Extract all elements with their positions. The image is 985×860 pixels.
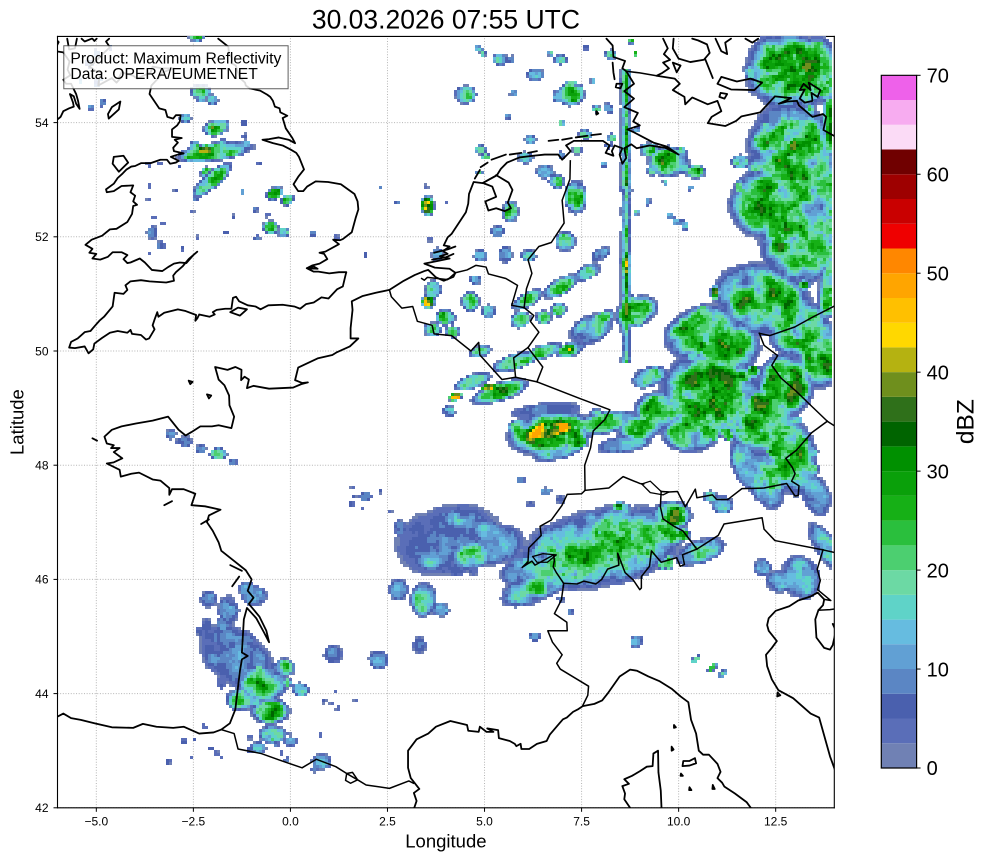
- svg-text:−5.0: −5.0: [84, 814, 108, 828]
- svg-text:10: 10: [927, 659, 949, 681]
- svg-text:20: 20: [927, 560, 949, 582]
- svg-text:Latitude: Latitude: [6, 389, 27, 455]
- svg-text:54: 54: [35, 116, 49, 130]
- svg-text:2.5: 2.5: [379, 814, 396, 828]
- svg-text:60: 60: [927, 165, 949, 187]
- svg-text:dBZ: dBZ: [953, 399, 980, 444]
- svg-text:0.0: 0.0: [282, 814, 299, 828]
- svg-text:42: 42: [35, 801, 49, 815]
- svg-text:44: 44: [35, 687, 49, 701]
- svg-text:30.03.2026 07:55 UTC: 30.03.2026 07:55 UTC: [312, 4, 580, 34]
- svg-text:Longitude: Longitude: [405, 830, 486, 851]
- svg-text:−2.5: −2.5: [182, 814, 206, 828]
- svg-text:5.0: 5.0: [476, 814, 493, 828]
- svg-text:Data: OPERA/EUMETNET: Data: OPERA/EUMETNET: [70, 66, 258, 83]
- svg-text:52: 52: [35, 230, 49, 244]
- svg-text:12.5: 12.5: [764, 814, 788, 828]
- svg-text:10.0: 10.0: [667, 814, 691, 828]
- svg-text:50: 50: [35, 344, 49, 358]
- svg-text:46: 46: [35, 573, 49, 587]
- svg-text:7.5: 7.5: [573, 814, 590, 828]
- svg-text:48: 48: [35, 459, 49, 473]
- svg-text:70: 70: [927, 66, 949, 88]
- svg-text:30: 30: [927, 461, 949, 483]
- svg-text:Product: Maximum Reflectivity: Product: Maximum Reflectivity: [70, 51, 281, 68]
- svg-text:0: 0: [927, 758, 938, 780]
- svg-text:40: 40: [927, 362, 949, 384]
- svg-text:50: 50: [927, 263, 949, 285]
